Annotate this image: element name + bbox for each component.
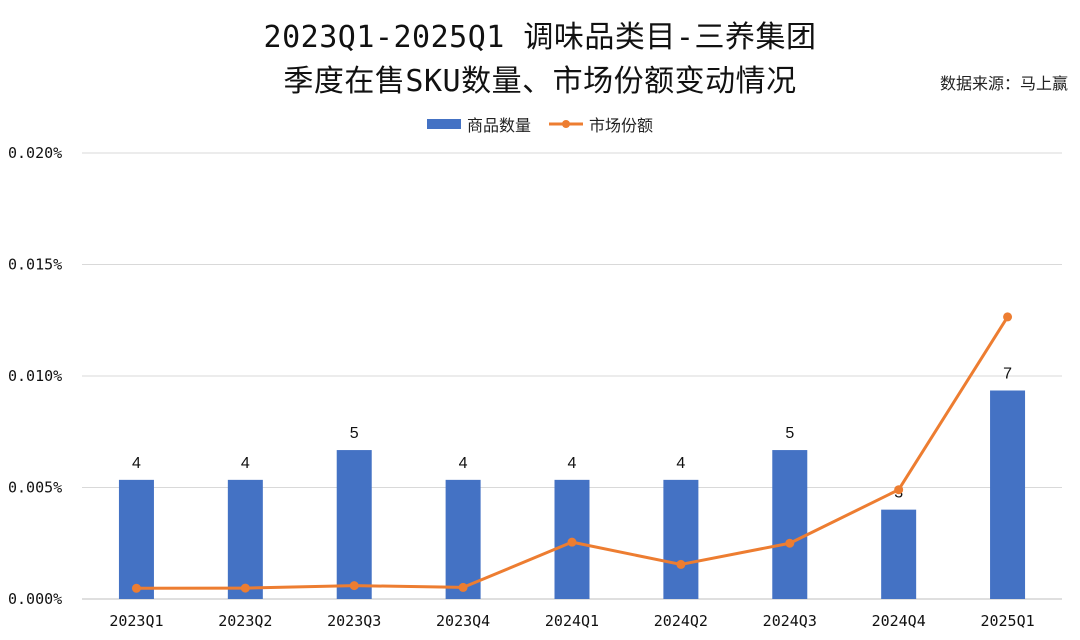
bar bbox=[881, 509, 917, 599]
x-tick-label: 2024Q1 bbox=[545, 612, 599, 630]
line-point bbox=[676, 559, 686, 569]
x-tick-label: 2025Q1 bbox=[980, 612, 1034, 630]
legend-bar-swatch bbox=[426, 119, 461, 129]
bar-data-label: 5 bbox=[350, 425, 359, 442]
line-point bbox=[349, 581, 359, 591]
line-point bbox=[458, 582, 468, 592]
chart-title-line1: 2023Q1-2025Q1 调味品类目-三养集团 bbox=[263, 20, 817, 55]
x-tick-label: 2024Q3 bbox=[763, 612, 817, 630]
bar bbox=[663, 479, 699, 599]
bar bbox=[227, 479, 263, 599]
bar-data-label: 4 bbox=[132, 455, 141, 472]
bar bbox=[445, 479, 481, 599]
y-tick-label: 0.000% bbox=[8, 590, 62, 608]
bar bbox=[990, 390, 1026, 599]
x-tick-label: 2023Q4 bbox=[436, 612, 490, 630]
bar bbox=[118, 479, 154, 599]
bar bbox=[772, 450, 808, 599]
legend-line-label: 市场份额 bbox=[589, 116, 654, 135]
line-point bbox=[131, 583, 141, 593]
line-point bbox=[894, 485, 904, 495]
chart-title-line2: 季度在售SKU数量、市场份额变动情况 bbox=[283, 64, 797, 99]
legend-bar-label: 商品数量 bbox=[466, 116, 531, 135]
line-point bbox=[785, 538, 795, 548]
legend-item-bar: 商品数量 bbox=[426, 112, 531, 136]
legend-item-line: 市场份额 bbox=[549, 112, 653, 136]
legend-line-swatch bbox=[549, 120, 583, 128]
bar-data-label: 7 bbox=[1003, 365, 1012, 382]
y-tick-label: 0.020% bbox=[8, 144, 62, 162]
data-source-note: 数据来源：马上赢 bbox=[939, 74, 1068, 93]
x-tick-label: 2024Q2 bbox=[654, 612, 708, 630]
chart-legend: 商品数量 市场份额 bbox=[0, 112, 1080, 136]
bar-data-label: 4 bbox=[459, 455, 468, 472]
bar-data-label: 4 bbox=[241, 455, 250, 472]
bar-data-label: 4 bbox=[568, 455, 577, 472]
y-tick-label: 0.015% bbox=[8, 256, 62, 274]
bar-data-label: 5 bbox=[785, 425, 794, 442]
x-tick-label: 2023Q1 bbox=[109, 612, 163, 630]
x-tick-label: 2023Q3 bbox=[327, 612, 381, 630]
line-point bbox=[240, 583, 250, 593]
bar bbox=[336, 450, 372, 599]
line-point bbox=[567, 537, 577, 547]
y-tick-label: 0.010% bbox=[8, 367, 62, 385]
bar-data-label: 4 bbox=[676, 455, 685, 472]
y-tick-label: 0.005% bbox=[8, 479, 62, 497]
line-point bbox=[1003, 312, 1013, 322]
x-tick-label: 2024Q4 bbox=[872, 612, 926, 630]
x-tick-label: 2023Q2 bbox=[218, 612, 272, 630]
